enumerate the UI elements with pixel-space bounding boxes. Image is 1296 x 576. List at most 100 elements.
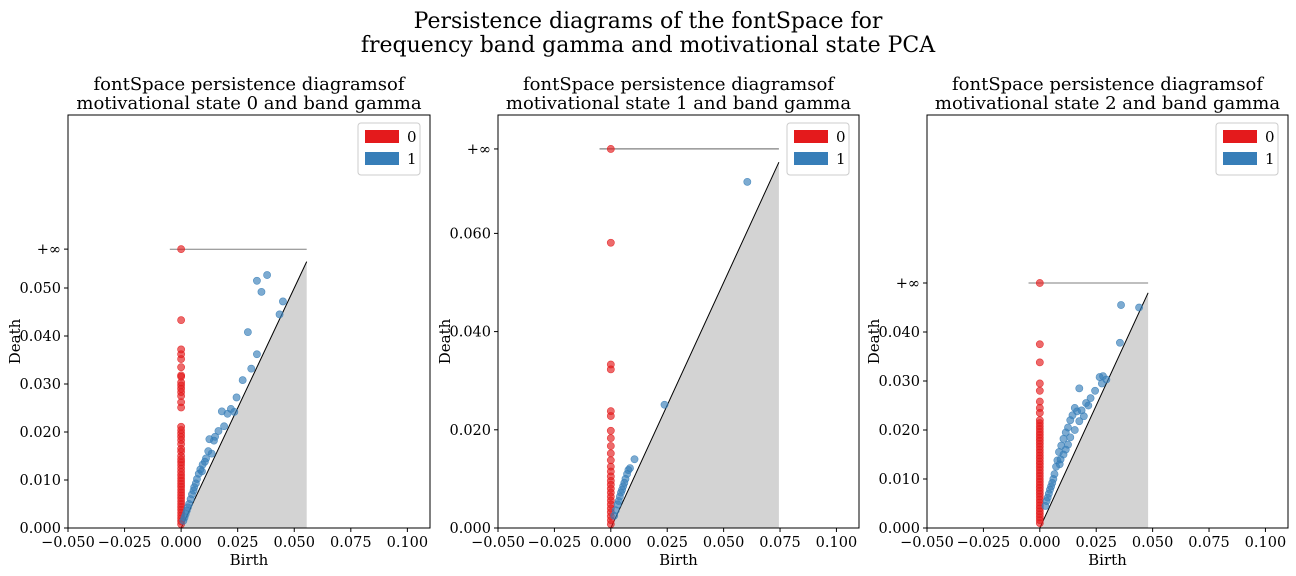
h1-point	[257, 287, 266, 296]
legend-label-0: 0	[407, 128, 417, 146]
x-tick-label: 0.075	[1188, 535, 1230, 551]
h0-point	[606, 365, 615, 374]
y-tick-label: 0.040	[878, 325, 920, 341]
x-tick-label: 0.025	[646, 535, 688, 551]
h0-point	[1035, 408, 1044, 417]
h1-point	[220, 422, 229, 431]
h1-point	[1091, 386, 1099, 395]
figure-title-line2: frequency band gamma and motivational st…	[361, 33, 936, 58]
h0-point	[606, 520, 615, 528]
x-tick-label: 0.075	[330, 535, 372, 551]
h0-point	[1035, 519, 1044, 527]
y-axis-label: Death	[436, 318, 454, 364]
x-tick-label: 0.075	[759, 535, 801, 551]
persistence-panel-2: fontSpace persistence diagramsofmotivati…	[865, 74, 1289, 569]
infinity-tick-label: +∞	[467, 142, 491, 158]
h1-point	[1116, 338, 1124, 347]
x-axis-label: Birth	[659, 551, 698, 569]
h1-point	[247, 364, 256, 373]
y-axis-label: Death	[865, 318, 883, 364]
y-tick-label: 0.050	[19, 281, 61, 297]
h1-point	[1070, 426, 1079, 434]
x-tick-label: −0.050	[41, 535, 95, 551]
y-tick-label: 0.040	[449, 325, 491, 341]
h0-point	[606, 434, 615, 443]
legend-swatch-1	[794, 152, 828, 165]
h1-point	[1075, 384, 1084, 393]
plot-area	[169, 245, 308, 528]
x-tick-label: 0.100	[816, 535, 858, 551]
h1-point	[205, 435, 214, 444]
h1-point	[279, 297, 287, 306]
h1-point	[230, 407, 239, 416]
h1-point	[1084, 401, 1093, 410]
h0-point	[177, 355, 186, 363]
h1-point	[1066, 433, 1075, 442]
h0-infinite-point	[177, 245, 186, 254]
x-tick-label: 0.050	[273, 535, 315, 551]
legend-swatch-0	[365, 130, 399, 143]
h1-point	[1117, 301, 1125, 309]
h1-point	[253, 276, 261, 285]
legend-label-0: 0	[836, 128, 846, 146]
y-tick-label: 0.020	[878, 423, 920, 439]
h0-point	[1035, 386, 1044, 395]
x-tick-label: −0.025	[528, 535, 582, 551]
figure-title-line1: Persistence diagrams of the fontSpace fo…	[414, 9, 883, 34]
x-tick-label: 0.000	[160, 535, 202, 551]
h1-point	[232, 393, 241, 402]
h1-point	[275, 310, 284, 319]
x-tick-label: −0.025	[98, 535, 152, 551]
panel-title-line1: fontSpace persistence diagramsof	[952, 74, 1264, 95]
x-tick-label: −0.025	[957, 535, 1011, 551]
h1-point	[1041, 502, 1050, 510]
h1-point	[660, 400, 669, 409]
legend-label-1: 1	[836, 150, 846, 168]
x-tick-label: 0.050	[703, 535, 745, 551]
h1-point	[223, 409, 232, 418]
y-tick-label: 0.060	[449, 226, 491, 242]
h0-point	[606, 238, 615, 247]
y-axis-label: Death	[6, 318, 24, 364]
h0-point	[177, 363, 186, 372]
panels: fontSpace persistence diagramsofmotivati…	[6, 74, 1289, 569]
panel-title-line1: fontSpace persistence diagramsof	[523, 74, 835, 95]
axes-frame	[67, 114, 431, 529]
y-tick-label: 0.000	[878, 521, 920, 537]
legend: 01	[1215, 122, 1279, 176]
legend-label-1: 1	[1265, 150, 1275, 168]
h1-point	[200, 457, 209, 466]
h1-point	[1059, 434, 1068, 443]
h0-point	[1035, 358, 1044, 367]
diagonal-line	[180, 261, 308, 528]
h0-point	[606, 426, 615, 435]
persistence-panel-0: fontSpace persistence diagramsofmotivati…	[6, 74, 431, 569]
y-tick-label: 0.000	[449, 521, 491, 537]
h0-point	[1035, 340, 1044, 349]
h1-point	[243, 328, 252, 337]
plot-area	[599, 145, 780, 528]
h0-infinite-point	[606, 145, 615, 153]
x-axis-label: Birth	[230, 551, 269, 569]
legend-swatch-0	[794, 130, 828, 143]
h1-point	[1097, 379, 1106, 388]
y-tick-label: 0.030	[878, 374, 920, 390]
h0-point	[606, 442, 615, 450]
h0-point	[1035, 379, 1044, 388]
y-tick-label: 0.020	[19, 425, 61, 441]
h1-point	[179, 516, 188, 525]
y-tick-label: 0.020	[449, 423, 491, 439]
y-tick-label: 0.010	[878, 472, 920, 488]
y-tick-label: 0.000	[19, 521, 61, 537]
h0-infinite-point	[1035, 279, 1044, 287]
h0-point	[606, 412, 615, 420]
h0-point	[606, 449, 615, 458]
h1-point	[630, 455, 639, 464]
x-tick-label: 0.050	[1132, 535, 1174, 551]
h1-point	[1135, 303, 1143, 312]
x-tick-label: 0.025	[217, 535, 259, 551]
h1-point	[198, 467, 206, 476]
h1-point	[1086, 394, 1095, 403]
legend-swatch-1	[1223, 152, 1257, 165]
infinity-tick-label: +∞	[896, 276, 920, 292]
